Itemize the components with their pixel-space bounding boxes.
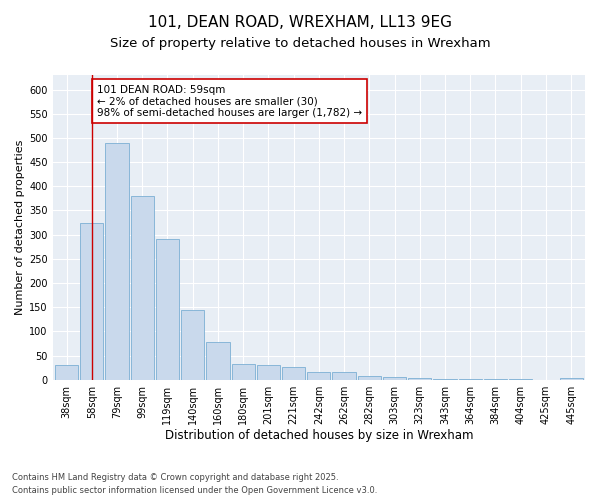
Bar xyxy=(408,378,431,380)
X-axis label: Distribution of detached houses by size in Wrexham: Distribution of detached houses by size … xyxy=(164,430,473,442)
Bar xyxy=(433,378,457,380)
Text: Size of property relative to detached houses in Wrexham: Size of property relative to detached ho… xyxy=(110,38,490,51)
Bar xyxy=(156,240,179,380)
Bar xyxy=(458,378,482,380)
Bar xyxy=(181,310,204,380)
Bar xyxy=(80,222,103,380)
Bar xyxy=(257,365,280,380)
Bar xyxy=(282,366,305,380)
Bar xyxy=(560,378,583,380)
Y-axis label: Number of detached properties: Number of detached properties xyxy=(15,140,25,315)
Bar xyxy=(55,365,78,380)
Bar xyxy=(232,364,255,380)
Bar xyxy=(358,376,381,380)
Bar xyxy=(332,372,356,380)
Text: 101, DEAN ROAD, WREXHAM, LL13 9EG: 101, DEAN ROAD, WREXHAM, LL13 9EG xyxy=(148,15,452,30)
Bar xyxy=(206,342,230,380)
Bar xyxy=(131,196,154,380)
Bar xyxy=(383,378,406,380)
Bar xyxy=(307,372,331,380)
Text: Contains HM Land Registry data © Crown copyright and database right 2025.
Contai: Contains HM Land Registry data © Crown c… xyxy=(12,474,377,495)
Bar xyxy=(106,142,128,380)
Text: 101 DEAN ROAD: 59sqm
← 2% of detached houses are smaller (30)
98% of semi-detach: 101 DEAN ROAD: 59sqm ← 2% of detached ho… xyxy=(97,84,362,118)
